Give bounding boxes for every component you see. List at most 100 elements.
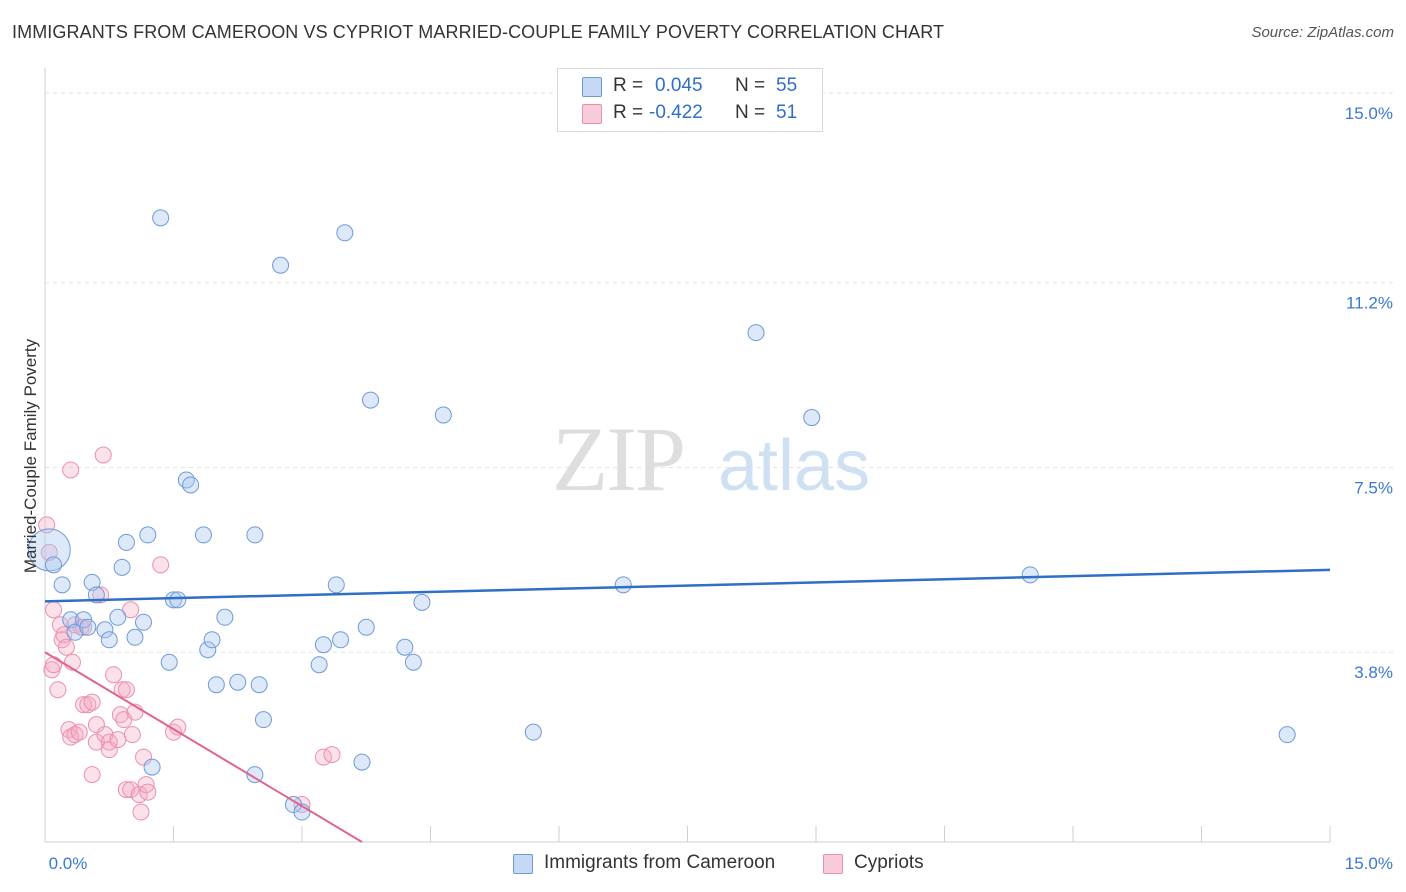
point-cypriots [51,616,69,634]
point-cameroon [203,631,221,649]
point-cameroon [169,591,187,609]
point-cypriots [94,446,112,464]
point-cypriots [45,601,63,619]
point-cameroon [139,526,157,544]
point-cypriots [105,666,123,684]
point-cypriots [122,601,140,619]
point-cypriots [70,723,88,741]
point-cypriots [75,618,93,636]
tick-labels: 3.8% 7.5% 11.2% 15.0% 0.0% 15.0% [49,104,1393,873]
point-cameroon [327,576,345,594]
point-cameroon [803,409,821,427]
point-cameroon [246,766,264,784]
point-cameroon [434,406,452,424]
point-cameroon [152,209,170,227]
point-cameroon [182,476,200,494]
point-cypriots [49,681,67,699]
point-cameroon [66,623,84,641]
axes [44,68,1331,843]
point-cameroon [45,556,63,574]
legend-n-value: 51 [776,102,798,123]
point-cameroon [254,711,272,729]
legend-swatch-cameroon [513,854,533,874]
point-cypriots [152,556,170,574]
point-cameroon [747,324,765,342]
point-cypriots [122,781,140,799]
y-tick-label: 7.5% [1354,478,1393,497]
point-cameroon [614,576,632,594]
point-cameroon [272,256,290,274]
point-cameroon [100,631,118,649]
chart-title: IMMIGRANTS FROM CAMEROON VS CYPRIOT MARR… [12,22,945,42]
point-cameroon [113,558,131,576]
point-cypriots [139,783,157,801]
point-cameroon [143,758,161,776]
y-tick-label: 3.8% [1354,663,1393,682]
point-cypriots [117,681,135,699]
point-cameroon [117,533,135,551]
point-cameroon [135,613,153,631]
point-cameroon [207,676,225,694]
point-cypriots [132,803,150,821]
point-cypriots [109,731,127,749]
point-cameroon [314,636,332,654]
legend-r-label: R = [613,75,644,96]
point-cameroon [165,591,182,609]
legend-swatch-cameroon [582,77,602,97]
point-cameroon [524,723,542,741]
legend-r-value: 0.045 [655,75,703,96]
point-cypriots [323,746,341,764]
legend-swatch-cypriots [582,104,602,124]
y-axis-label: Married-Couple Family Poverty [21,338,40,573]
point-cameroon [79,618,97,636]
legend-n-label: N = [735,75,766,96]
point-cypriots [83,766,101,784]
watermark: ZIP atlas [552,408,870,510]
watermark-atlas: atlas [718,426,870,506]
legend-r-value: -0.422 [649,102,703,123]
point-cypriots [83,693,101,711]
trend-lines [44,568,1331,843]
series-cypriots-points [38,446,341,821]
y-tick-label: 11.2% [1346,294,1393,313]
series-cameroon-points [27,209,1296,821]
point-cypriots [117,781,135,799]
point-cameroon [404,653,422,671]
point-cameroon [109,608,127,626]
point-cameroon [96,621,114,639]
legend-label-cypriots: Cypriots [854,852,924,873]
point-cameroon [1278,726,1296,744]
point-cameroon [336,224,354,242]
point-cypriots [45,656,63,674]
x-tick-label: 0.0% [49,854,88,873]
point-cameroon [396,638,414,656]
legend-label-cameroon: Immigrants from Cameroon [544,852,776,873]
legend-r-label: R = [613,102,644,123]
watermark-zip: ZIP [552,408,684,510]
legend-n-value: 55 [776,75,798,96]
legend-n-label: N = [735,102,766,123]
point-cameroon [1021,566,1039,584]
point-cameroon [362,391,380,409]
point-cameroon [126,628,144,646]
point-cameroon [246,526,264,544]
point-cypriots [123,726,141,744]
trend-line-cypriots [44,651,363,843]
point-cameroon [229,673,247,691]
point-cameroon [194,526,212,544]
point-cameroon [160,653,178,671]
point-cameroon [250,676,268,694]
point-cameroon [413,593,431,611]
point-cypriots [55,626,73,644]
y-tick-label: 15.0% [1345,104,1393,123]
trend-line-cameroon [44,568,1331,603]
chart-source: Source: ZipAtlas.com [1251,24,1394,41]
point-cameroon [357,618,375,636]
point-cameroon [310,656,328,674]
point-cameroon [332,631,350,649]
x-tick-label: 15.0% [1345,854,1393,873]
gridlines [45,92,1393,653]
point-cameroon [53,576,71,594]
correlation-legend: R = 0.045 N = 55 R = -0.422 N = 51 [557,68,823,132]
